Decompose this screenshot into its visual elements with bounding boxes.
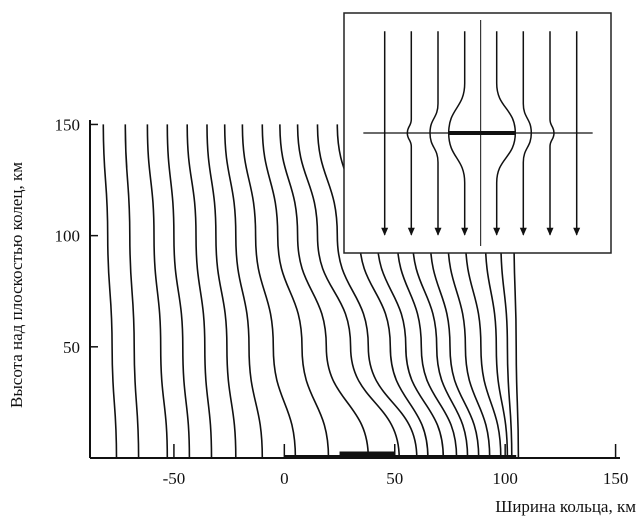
- field-line-5: [186, 124, 213, 459]
- field-line-10: [279, 124, 370, 459]
- x-tick-label: -50: [163, 469, 186, 488]
- inset-field-lines: [363, 20, 593, 246]
- field-line-2: [124, 124, 140, 459]
- y-tick-label: 50: [63, 338, 80, 357]
- field-line-3: [146, 124, 169, 459]
- inset-field-line-4: [447, 31, 466, 235]
- inset-diagram: [343, 12, 612, 254]
- field-line-8: [241, 124, 297, 459]
- axis-ticks: -50 0 50 100 150 50 100 150: [55, 115, 629, 488]
- field-line-7: [223, 124, 264, 459]
- y-tick-label: 150: [55, 115, 81, 134]
- arrowhead: [519, 227, 527, 236]
- arrowhead: [546, 227, 554, 236]
- axes: [89, 120, 620, 459]
- x-tick-label: 50: [386, 469, 403, 488]
- y-axis-label: Высота над плоскостью колец, км: [7, 162, 26, 408]
- field-line-4: [166, 124, 191, 459]
- main-field-lines: [102, 124, 520, 459]
- x-tick-label: 0: [280, 469, 289, 488]
- arrowhead: [434, 227, 442, 236]
- inset-field-line-5: [495, 31, 517, 235]
- arrowhead: [407, 227, 415, 236]
- x-tick-label: 150: [603, 469, 629, 488]
- arrowhead: [493, 227, 501, 236]
- field-line-9: [261, 124, 330, 459]
- inset-field-line-6: [522, 31, 533, 235]
- inset-field-line-7: [549, 31, 555, 235]
- field-line-11: [296, 124, 400, 459]
- inset-field-line-3: [429, 31, 439, 235]
- x-tick-label: 100: [492, 469, 518, 488]
- field-line-1: [102, 124, 118, 459]
- y-tick-label: 100: [55, 227, 81, 246]
- arrowhead: [381, 227, 389, 236]
- field-line-12: [316, 124, 418, 459]
- arrowhead: [573, 227, 581, 236]
- x-axis-label: Ширина кольца, км: [495, 497, 636, 516]
- inset-field-line-2: [406, 31, 413, 235]
- field-line-6: [206, 124, 237, 459]
- arrowhead: [461, 227, 469, 236]
